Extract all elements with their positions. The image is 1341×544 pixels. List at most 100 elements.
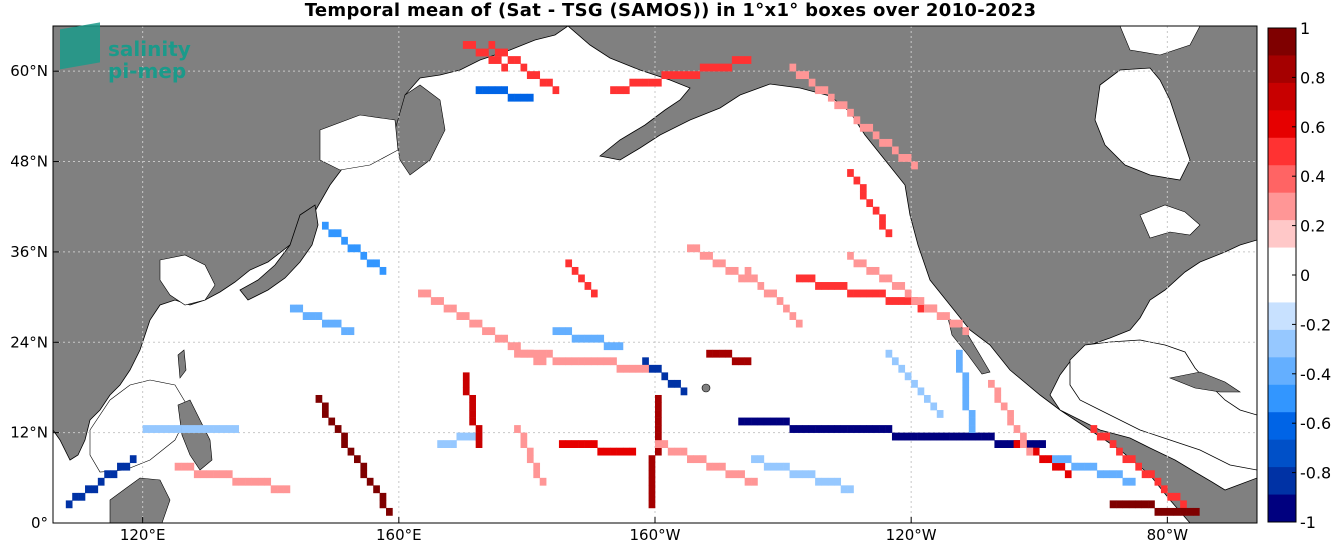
anomaly-cell-6-1 bbox=[296, 304, 304, 313]
anomaly-cell-20-5 bbox=[469, 410, 476, 418]
anomaly-cell-0-14 bbox=[379, 500, 387, 509]
colorbar-label-9: -0.8 bbox=[1300, 464, 1331, 483]
arctic-island bbox=[1119, 26, 1201, 56]
anomaly-cell-2-13 bbox=[821, 425, 829, 433]
japan bbox=[239, 204, 319, 301]
anomaly-cell-0-4 bbox=[334, 425, 342, 433]
anomaly-cell-9-21 bbox=[744, 56, 752, 64]
anomaly-cell-34-9 bbox=[904, 289, 912, 298]
anomaly-cell-13-6 bbox=[923, 394, 931, 403]
anomaly-cell-7-6 bbox=[526, 71, 534, 80]
anomaly-cell-27-4 bbox=[1007, 410, 1014, 418]
anomaly-cell-17-3 bbox=[1128, 500, 1136, 509]
anomaly-cell-33-7 bbox=[795, 470, 803, 479]
anomaly-cell-4-7 bbox=[597, 334, 605, 343]
anomaly-cell-34-10 bbox=[911, 297, 918, 305]
anomaly-cell-13-8 bbox=[936, 410, 944, 418]
anomaly-cell-9-15 bbox=[706, 63, 713, 72]
anomaly-cell-34-2 bbox=[859, 259, 867, 268]
anomaly-cell-7-4 bbox=[514, 56, 521, 64]
anomaly-cell-29-3 bbox=[661, 372, 669, 381]
anomaly-cell-17-6 bbox=[1148, 500, 1155, 509]
anomaly-cell-29-2 bbox=[655, 364, 662, 373]
anomaly-cell-1-13 bbox=[648, 492, 656, 501]
anomaly-cell-2-11 bbox=[808, 425, 816, 433]
colorbar-segment-8 bbox=[1268, 247, 1296, 276]
anomaly-cell-24-9 bbox=[232, 477, 240, 486]
anomaly-cell-4-1 bbox=[558, 327, 566, 336]
anomaly-cell-34-3 bbox=[866, 266, 874, 275]
anomaly-cell-14-2 bbox=[956, 364, 963, 373]
anomaly-cell-24-14 bbox=[264, 477, 272, 486]
anomaly-cell-23-5 bbox=[174, 425, 182, 433]
anomaly-cell-0-15 bbox=[386, 507, 393, 516]
colorbar-segment-17 bbox=[1268, 494, 1296, 523]
anomaly-cell-1-2 bbox=[655, 410, 662, 418]
anomaly-cell-10-12 bbox=[866, 123, 874, 132]
colorbar-segment-7 bbox=[1268, 220, 1296, 249]
anomaly-cell-28-12 bbox=[1128, 477, 1136, 486]
anomaly-cell-10-13 bbox=[872, 131, 880, 140]
anomaly-cell-20-0 bbox=[462, 372, 470, 381]
anomaly-cell-1-4 bbox=[655, 425, 662, 433]
anomaly-cell-22-4 bbox=[590, 289, 598, 298]
anomaly-cell-2-10 bbox=[802, 425, 810, 433]
anomaly-cell-36-8 bbox=[526, 93, 534, 102]
anomaly-cell-18-4 bbox=[731, 357, 739, 366]
anomaly-cell-34-11 bbox=[917, 297, 925, 305]
anomaly-cell-35-6 bbox=[456, 312, 464, 320]
anomaly-cell-5-7 bbox=[366, 259, 374, 268]
anomaly-cell-12-1 bbox=[802, 274, 810, 283]
anomaly-cell-36-0 bbox=[475, 86, 483, 95]
anomaly-cell-26-1 bbox=[693, 244, 701, 253]
anomaly-cell-31-5 bbox=[546, 349, 553, 358]
anomaly-cell-2-0 bbox=[738, 417, 745, 426]
y-tick-label-3: 36°N bbox=[10, 243, 48, 261]
colorbar-segment-1 bbox=[1268, 55, 1296, 84]
anomaly-cell-28-10 bbox=[1116, 470, 1123, 479]
anomaly-cell-34-7 bbox=[891, 282, 899, 290]
anomaly-cell-32-8 bbox=[706, 462, 713, 471]
anomaly-cell-26-8 bbox=[738, 274, 745, 283]
anomaly-cell-31-20 bbox=[642, 364, 649, 373]
anomaly-cell-28-5 bbox=[1084, 462, 1091, 471]
anomaly-cell-6-3 bbox=[309, 312, 316, 320]
colorbar-segment-9 bbox=[1268, 275, 1296, 303]
anomaly-cell-1-7 bbox=[655, 447, 662, 456]
anomaly-cell-16-12 bbox=[1167, 492, 1175, 501]
anomaly-cell-2-39 bbox=[988, 432, 995, 441]
colorbar-label-10: -1 bbox=[1300, 513, 1316, 532]
anomaly-cell-2-32 bbox=[943, 432, 950, 441]
anomaly-cell-25-3 bbox=[763, 289, 771, 298]
anomaly-cell-31-13 bbox=[597, 357, 605, 366]
anomaly-cell-9-2 bbox=[622, 86, 630, 95]
colorbar: 1 0.8 0.6 0.4 0.2 0 -0.2 -0.4 -0.6 -0.8 -1 bbox=[1267, 19, 1331, 532]
anomaly-cell-34-5 bbox=[879, 274, 886, 283]
anomaly-cell-9-9 bbox=[667, 71, 675, 80]
colorbar-label-8: -0.6 bbox=[1300, 414, 1331, 433]
logo-line2: pi-mep bbox=[108, 59, 186, 83]
taiwan bbox=[177, 349, 187, 379]
anomaly-cell-18-6 bbox=[744, 357, 752, 366]
anomaly-cell-34-1 bbox=[853, 259, 861, 268]
anomaly-cell-31-11 bbox=[584, 357, 592, 366]
anomaly-cell-35-19 bbox=[539, 357, 547, 366]
anomaly-cell-31-8 bbox=[565, 357, 573, 366]
anomaly-cell-2-15 bbox=[834, 425, 842, 433]
anomaly-cell-20-7 bbox=[475, 425, 483, 433]
anomaly-cell-9-11 bbox=[680, 71, 688, 80]
anomaly-cell-32-7 bbox=[699, 455, 707, 464]
anomaly-cell-15-8 bbox=[1064, 470, 1072, 479]
anomaly-cell-5-2 bbox=[334, 229, 342, 238]
anomaly-cell-10-16 bbox=[891, 146, 899, 155]
anomaly-cell-34-18 bbox=[962, 327, 970, 336]
anomaly-cell-1-14 bbox=[648, 500, 656, 509]
anomaly-cell-11-6 bbox=[879, 214, 886, 223]
colorbar-segment-10 bbox=[1268, 302, 1296, 331]
anomaly-cell-32-4 bbox=[680, 447, 688, 456]
anomaly-cell-32-10 bbox=[719, 462, 726, 471]
anomaly-cell-34-4 bbox=[872, 266, 880, 275]
hawaii bbox=[701, 383, 711, 393]
anomaly-cell-36-3 bbox=[494, 86, 502, 95]
colorbar-label-2: 0.6 bbox=[1300, 118, 1325, 137]
